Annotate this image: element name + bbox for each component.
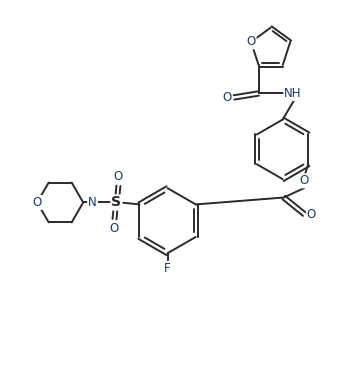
Text: O: O xyxy=(114,170,123,183)
Text: NH: NH xyxy=(284,87,302,100)
Text: O: O xyxy=(110,222,119,235)
Text: F: F xyxy=(164,262,171,275)
Text: O: O xyxy=(307,208,316,221)
Text: N: N xyxy=(88,196,97,209)
Text: N: N xyxy=(88,196,97,209)
Text: O: O xyxy=(246,36,256,48)
Text: O: O xyxy=(300,174,309,187)
Text: O: O xyxy=(222,91,232,104)
Text: S: S xyxy=(111,196,121,209)
Text: O: O xyxy=(33,196,42,209)
